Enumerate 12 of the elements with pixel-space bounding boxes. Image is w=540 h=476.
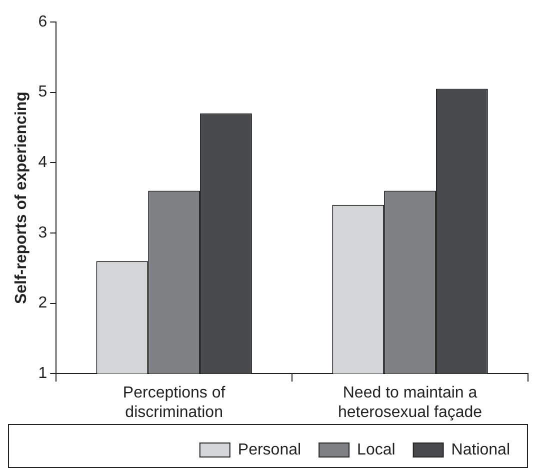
y-tick-label: 2 <box>38 294 48 312</box>
y-tick-label: 3 <box>38 224 48 242</box>
y-tick-label: 6 <box>38 13 48 30</box>
y-tick-label: 5 <box>38 84 48 101</box>
y-axis-title: Self-reports of experiencing <box>13 92 30 304</box>
legend-label: National <box>451 441 510 458</box>
legend-label: Local <box>357 441 396 458</box>
x-tick-label: Perceptions of discrimination <box>122 384 226 421</box>
y-tick-label: 4 <box>38 154 48 172</box>
legend-label: Personal <box>238 441 302 458</box>
x-tick-label: Need to maintain a heterosexual façade <box>338 384 482 421</box>
y-tick-label: 1 <box>38 365 48 382</box>
